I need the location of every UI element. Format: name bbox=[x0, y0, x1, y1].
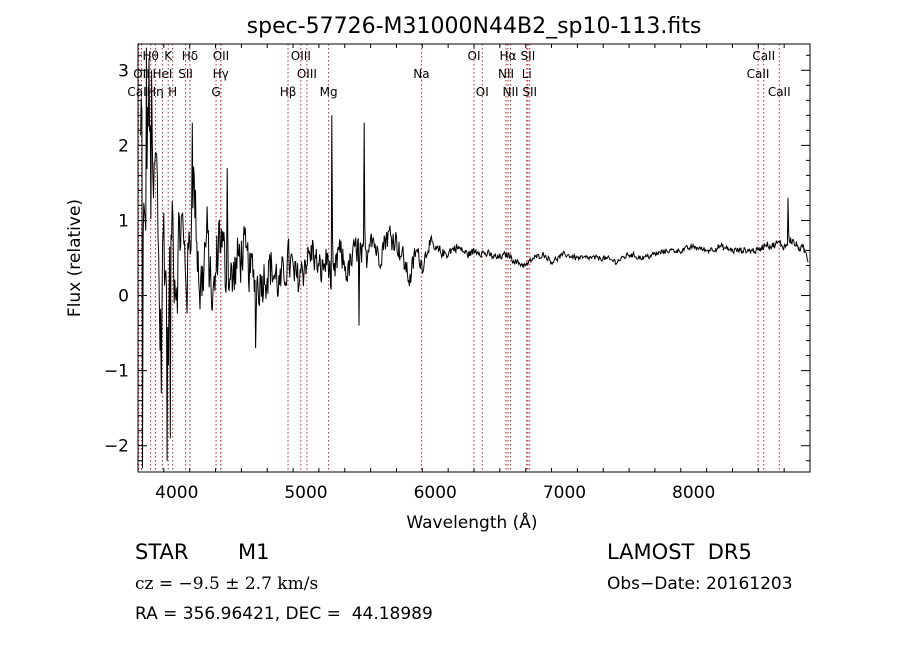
redshift-cz: cz = −9.5 ± 2.7 km/s bbox=[135, 574, 319, 594]
line-label: OIII bbox=[291, 49, 311, 63]
y-tick-label: −2 bbox=[104, 437, 129, 457]
x-tick-label: 6000 bbox=[414, 483, 457, 503]
x-tick-label: 5000 bbox=[284, 483, 327, 503]
observation-date: Obs−Date: 20161203 bbox=[607, 574, 793, 594]
line-label: CaII bbox=[127, 85, 150, 99]
line-label: OII bbox=[133, 67, 150, 81]
ra-dec-coordinates: RA = 356.96421, DEC = 44.18989 bbox=[135, 604, 433, 624]
line-label: NII bbox=[498, 67, 514, 81]
line-label: Na bbox=[413, 67, 429, 81]
x-axis-label: Wavelength (Å) bbox=[406, 511, 537, 533]
object-subclass: M1 bbox=[238, 540, 270, 564]
line-label: HeI bbox=[152, 67, 172, 81]
y-axis-ticks: −2 −1 0 1 2 3 bbox=[104, 54, 810, 462]
x-axis-ticks: 4000 5000 6000 7000 8000 bbox=[137, 44, 811, 503]
x-tick-label: 7000 bbox=[543, 483, 586, 503]
line-label: OII bbox=[213, 49, 230, 63]
y-tick-label: 1 bbox=[118, 211, 129, 231]
object-class: STAR bbox=[135, 540, 189, 564]
y-axis-label: Flux (relative) bbox=[65, 199, 85, 317]
line-label: CaII bbox=[752, 49, 775, 63]
x-tick-label: 8000 bbox=[672, 483, 715, 503]
line-label: SII bbox=[522, 85, 537, 99]
x-tick-label: 4000 bbox=[155, 483, 198, 503]
line-label: CaII bbox=[768, 85, 791, 99]
survey-name: LAMOST DR5 bbox=[607, 540, 752, 564]
line-label: Li bbox=[522, 67, 532, 81]
y-tick-label: 0 bbox=[118, 287, 129, 307]
line-label: G bbox=[211, 85, 220, 99]
spectrum-line bbox=[140, 47, 809, 469]
line-label: SII bbox=[178, 67, 193, 81]
line-label: CaII bbox=[747, 67, 770, 81]
chart-title: spec-57726-M31000N44B2_sp10-113.fits bbox=[247, 14, 702, 39]
line-label: OI bbox=[468, 49, 481, 63]
line-label: Hβ bbox=[280, 85, 297, 99]
line-label: Hα bbox=[500, 49, 517, 63]
line-label: OI bbox=[476, 85, 489, 99]
y-tick-label: 3 bbox=[118, 61, 129, 81]
line-label: Mg bbox=[320, 85, 338, 99]
line-label: Hθ bbox=[142, 49, 158, 63]
y-tick-label: 2 bbox=[118, 136, 129, 156]
y-tick-label: −1 bbox=[104, 362, 129, 382]
line-label: SII bbox=[521, 49, 536, 63]
line-label: OIII bbox=[297, 67, 317, 81]
line-label: NII bbox=[503, 85, 519, 99]
line-label: Hδ bbox=[182, 49, 198, 63]
line-label: Hγ bbox=[213, 67, 229, 81]
line-label: K bbox=[164, 49, 173, 63]
line-label: H bbox=[168, 85, 177, 99]
